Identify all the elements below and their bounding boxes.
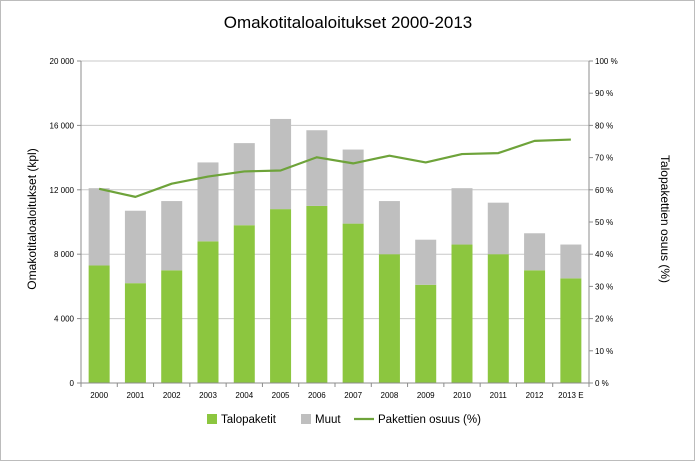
bar-talopaketit bbox=[198, 241, 219, 383]
bar-talopaketit bbox=[452, 245, 473, 383]
line-series bbox=[99, 140, 571, 197]
y2-tick-label: 20 % bbox=[595, 315, 613, 324]
y-tick-label: 4 000 bbox=[54, 315, 75, 324]
share-line bbox=[99, 139, 571, 197]
y2-axis-title: Talopakettien osuus (%) bbox=[658, 155, 672, 283]
x-tick-label: 2007 bbox=[344, 391, 362, 400]
x-tick-label: 2009 bbox=[417, 391, 435, 400]
y2-tick-label: 30 % bbox=[595, 282, 613, 291]
legend-label: Muut bbox=[315, 414, 341, 426]
bar-talopaketit bbox=[89, 265, 110, 383]
y-tick-label: 12 000 bbox=[50, 186, 75, 195]
bar-muut bbox=[306, 130, 327, 206]
bar-muut bbox=[198, 162, 219, 241]
bar-talopaketit bbox=[488, 254, 509, 383]
bar-talopaketit bbox=[234, 225, 255, 383]
x-tick-label: 2011 bbox=[490, 391, 508, 400]
bar-muut bbox=[379, 201, 400, 254]
bar-muut bbox=[415, 240, 436, 285]
legend: Talopaketit Muut Pakettien osuus (%) bbox=[207, 414, 481, 426]
bar-talopaketit bbox=[524, 270, 545, 383]
x-tick-label: 2002 bbox=[163, 391, 181, 400]
bar-muut bbox=[452, 188, 473, 244]
bars bbox=[89, 119, 582, 383]
bar-talopaketit bbox=[379, 254, 400, 383]
bar-muut bbox=[89, 188, 110, 265]
y2-tick-label: 0 % bbox=[595, 379, 609, 388]
bar-talopaketit bbox=[560, 278, 581, 383]
x-tick-label: 2006 bbox=[308, 391, 326, 400]
y2-tick-label: 10 % bbox=[595, 347, 613, 356]
bar-muut bbox=[560, 245, 581, 279]
legend-label: Talopaketit bbox=[221, 414, 277, 426]
y2-tick-label: 50 % bbox=[595, 218, 613, 227]
bar-muut bbox=[125, 211, 146, 283]
x-tick-label: 2004 bbox=[235, 391, 253, 400]
bar-talopaketit bbox=[415, 285, 436, 383]
bar-talopaketit bbox=[161, 270, 182, 383]
x-tick-label: 2008 bbox=[381, 391, 399, 400]
x-tick-label: 2003 bbox=[199, 391, 217, 400]
y2-tick-label: 70 % bbox=[595, 154, 613, 163]
x-tick-label: 2013 E bbox=[558, 391, 583, 400]
bar-talopaketit bbox=[270, 209, 291, 383]
bar-talopaketit bbox=[125, 283, 146, 383]
bar-muut bbox=[343, 150, 364, 224]
legend-label: Pakettien osuus (%) bbox=[378, 414, 481, 426]
bar-muut bbox=[161, 201, 182, 270]
x-tick-label: 2005 bbox=[272, 391, 290, 400]
bar-muut bbox=[270, 119, 291, 209]
y2-tick-label: 40 % bbox=[595, 250, 613, 259]
x-tick-label: 2001 bbox=[127, 391, 145, 400]
x-tick-label: 2000 bbox=[90, 391, 108, 400]
bar-talopaketit bbox=[306, 206, 327, 383]
y-tick-label: 20 000 bbox=[50, 57, 75, 66]
y2-tick-label: 90 % bbox=[595, 89, 613, 98]
chart-title: Omakotitaloaloitukset 2000-2013 bbox=[224, 13, 473, 32]
bar-muut bbox=[234, 143, 255, 225]
y-tick-label: 8 000 bbox=[54, 250, 75, 259]
legend-swatch bbox=[207, 414, 217, 424]
y-tick-label: 16 000 bbox=[50, 121, 75, 130]
y2-tick-label: 100 % bbox=[595, 57, 618, 66]
y-axis-title: Omakotitaloaloitukset (kpl) bbox=[25, 148, 39, 289]
y2-tick-label: 80 % bbox=[595, 121, 613, 130]
legend-swatch bbox=[301, 414, 311, 424]
bar-muut bbox=[524, 233, 545, 270]
y-tick-label: 0 bbox=[70, 379, 75, 388]
bar-talopaketit bbox=[343, 224, 364, 383]
bar-muut bbox=[488, 203, 509, 255]
x-tick-label: 2012 bbox=[526, 391, 544, 400]
x-tick-label: 2010 bbox=[453, 391, 471, 400]
y2-tick-label: 60 % bbox=[595, 186, 613, 195]
